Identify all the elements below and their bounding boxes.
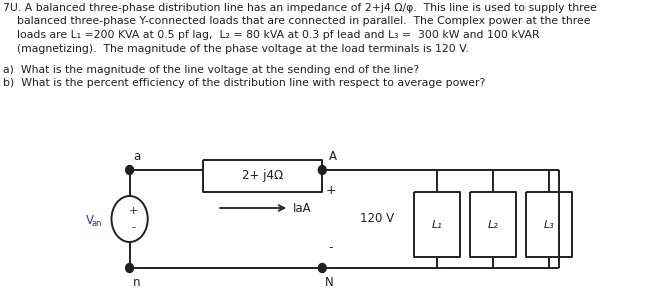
Text: loads are L₁ =200 KVA at 0.5 pf lag,  L₂ = 80 kVA at 0.3 pf lead and L₃ =  300 k: loads are L₁ =200 KVA at 0.5 pf lag, L₂ … — [3, 30, 539, 40]
Text: 2+ j4Ω: 2+ j4Ω — [242, 170, 283, 182]
Text: L₂: L₂ — [488, 220, 499, 229]
Text: 120 V: 120 V — [359, 213, 394, 225]
Text: +: + — [326, 184, 336, 196]
Text: -: - — [131, 222, 135, 232]
Text: IaA: IaA — [292, 202, 311, 214]
Text: N: N — [325, 275, 333, 289]
Text: -: - — [329, 242, 333, 254]
Text: b)  What is the percent efficiency of the distribution line with respect to aver: b) What is the percent efficiency of the… — [3, 78, 485, 88]
Text: 7U. A balanced three-phase distribution line has an impedance of 2+j4 Ω/φ.  This: 7U. A balanced three-phase distribution … — [3, 3, 597, 13]
Circle shape — [318, 166, 326, 174]
Text: (magnetizing).  The magnitude of the phase voltage at the load terminals is 120 : (magnetizing). The magnitude of the phas… — [3, 44, 468, 53]
Text: a)  What is the magnitude of the line voltage at the sending end of the line?: a) What is the magnitude of the line vol… — [3, 65, 419, 75]
Text: a: a — [133, 150, 141, 163]
Text: L₁: L₁ — [432, 220, 442, 229]
Text: V: V — [86, 214, 94, 227]
Text: n: n — [133, 275, 141, 289]
Circle shape — [126, 264, 133, 272]
Text: an: an — [92, 220, 103, 228]
Text: L₃: L₃ — [544, 220, 554, 229]
Text: balanced three-phase Y-connected loads that are connected in parallel.  The Comp: balanced three-phase Y-connected loads t… — [3, 16, 590, 27]
Text: A: A — [329, 150, 337, 163]
Circle shape — [126, 166, 133, 174]
Text: +: + — [129, 206, 138, 216]
Circle shape — [318, 264, 326, 272]
